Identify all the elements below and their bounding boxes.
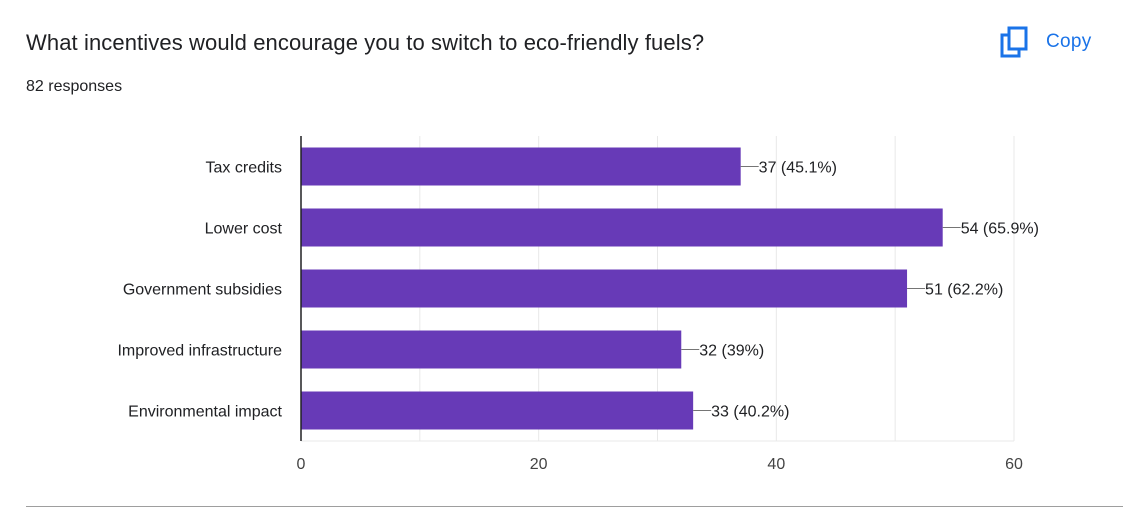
x-tick-label: 60 bbox=[1005, 456, 1023, 473]
copy-icon bbox=[1000, 26, 1028, 58]
data-label: 51 (62.2%) bbox=[925, 282, 1003, 299]
copy-button[interactable]: Copy bbox=[1000, 26, 1092, 58]
question-title: What incentives would encourage you to s… bbox=[26, 30, 705, 55]
bar bbox=[301, 147, 741, 186]
bar bbox=[301, 330, 682, 369]
category-label: Lower cost bbox=[205, 221, 283, 238]
category-label: Tax credits bbox=[206, 160, 282, 177]
x-tick-label: 40 bbox=[767, 456, 785, 473]
data-label: 33 (40.2%) bbox=[711, 404, 789, 421]
category-label: Environmental impact bbox=[128, 404, 282, 421]
response-count: 82 responses bbox=[26, 78, 123, 95]
data-label: 32 (39%) bbox=[699, 343, 764, 360]
bar bbox=[301, 391, 694, 430]
bar bbox=[301, 208, 943, 247]
x-tick-label: 0 bbox=[297, 456, 306, 473]
data-label: 54 (65.9%) bbox=[961, 221, 1039, 238]
bar bbox=[301, 269, 908, 308]
category-label: Government subsidies bbox=[123, 282, 282, 299]
x-tick-label: 20 bbox=[530, 456, 548, 473]
data-label: 37 (45.1%) bbox=[759, 160, 837, 177]
category-label: Improved infrastructure bbox=[117, 343, 282, 360]
copy-label: Copy bbox=[1046, 31, 1092, 52]
